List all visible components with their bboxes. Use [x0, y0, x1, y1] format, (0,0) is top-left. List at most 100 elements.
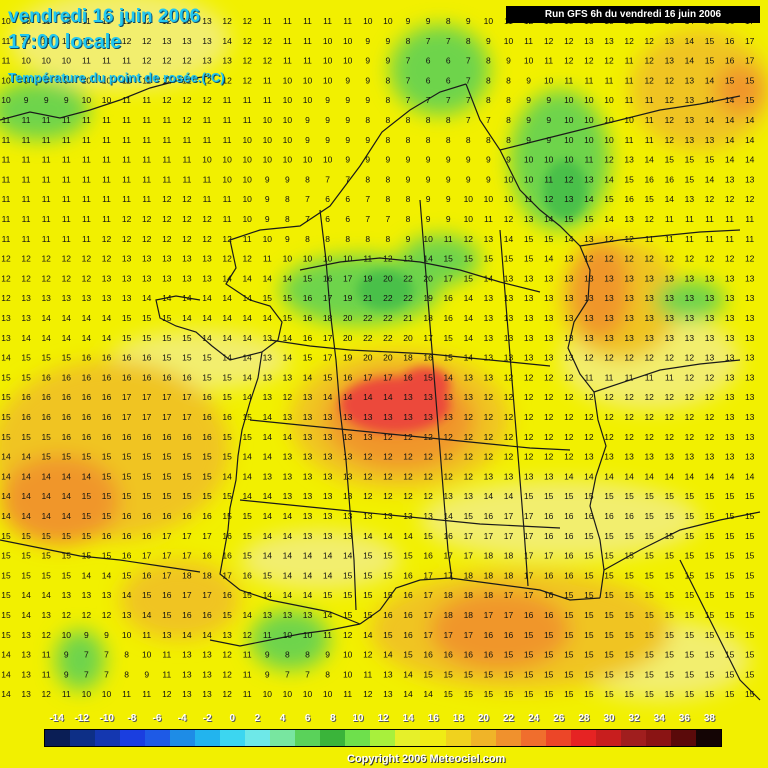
grid-value: 8	[506, 115, 511, 125]
field-pale-s	[240, 530, 400, 590]
grid-value: 16	[564, 531, 574, 541]
grid-value: 13	[283, 491, 293, 501]
grid-value: 13	[524, 471, 534, 481]
grid-value: 13	[62, 590, 72, 600]
grid-value: 12	[544, 392, 554, 402]
grid-value: 15	[624, 590, 634, 600]
field-green-core-de	[543, 160, 587, 220]
grid-value: 13	[705, 273, 715, 283]
grid-value: 16	[484, 630, 494, 640]
grid-value: 14	[745, 115, 755, 125]
grid-value: 11	[82, 194, 91, 204]
grid-value: 13	[383, 511, 393, 521]
grid-value: 15	[685, 669, 695, 679]
grid-value: 16	[82, 412, 92, 422]
grid-value: 11	[544, 56, 553, 66]
grid-value: 6	[345, 214, 350, 224]
grid-value: 10	[122, 630, 132, 640]
grid-value: 12	[162, 234, 172, 244]
grid-value: 14	[303, 372, 313, 382]
grid-value: 8	[386, 115, 391, 125]
grid-value: 17	[484, 531, 494, 541]
grid-value: 13	[725, 432, 735, 442]
grid-value: 15	[1, 412, 11, 422]
grid-value: 15	[303, 353, 313, 363]
grid-value: 13	[21, 313, 31, 323]
grid-value: 17	[745, 36, 755, 46]
grid-value: 15	[725, 551, 735, 561]
grid-value: 15	[584, 610, 594, 620]
grid-value: 8	[305, 174, 310, 184]
legend-tick-label: 28	[578, 713, 590, 724]
grid-value: 13	[283, 412, 293, 422]
grid-value: 13	[182, 36, 192, 46]
grid-value: 14	[1, 650, 11, 660]
grid-value: 12	[403, 471, 413, 481]
grid-value: 11	[263, 75, 272, 85]
grid-value: 7	[365, 194, 370, 204]
grid-value: 12	[21, 273, 31, 283]
grid-value: 11	[142, 174, 151, 184]
grid-value: 17	[544, 551, 554, 561]
grid-value: 16	[403, 630, 413, 640]
grid-value: 12	[524, 432, 534, 442]
grid-value: 13	[705, 333, 715, 343]
grid-value: 16	[102, 392, 112, 402]
grid-value: 10	[283, 155, 293, 165]
grid-value: 12	[624, 234, 634, 244]
grid-value: 14	[283, 570, 293, 580]
grid-value: 16	[122, 531, 132, 541]
grid-value: 13	[504, 313, 514, 323]
grid-value: 15	[464, 511, 474, 521]
grid-value: 16	[202, 610, 212, 620]
grid-value: 15	[524, 689, 534, 699]
grid-value: 15	[745, 531, 755, 541]
grid-value: 14	[685, 36, 695, 46]
grid-value: 12	[745, 254, 755, 264]
grid-value: 16	[624, 194, 634, 204]
grid-value: 15	[564, 214, 574, 224]
grid-value: 14	[62, 333, 72, 343]
grid-value: 13	[705, 353, 715, 363]
grid-value: 13	[443, 392, 453, 402]
field-warm-ne	[630, 30, 768, 150]
grid-value: 13	[263, 392, 273, 402]
grid-value: 13	[705, 293, 715, 303]
grid-value: 14	[62, 491, 72, 501]
grid-value: 17	[162, 392, 172, 402]
grid-value: 15	[564, 610, 574, 620]
grid-value: 9	[325, 95, 330, 105]
grid-value: 10	[21, 56, 31, 66]
grid-value: 12	[1, 254, 11, 264]
grid-value: 12	[122, 234, 132, 244]
grid-value: 13	[564, 313, 574, 323]
grid-value: 14	[343, 551, 353, 561]
grid-value: 12	[564, 432, 574, 442]
grid-value: 15	[725, 650, 735, 660]
grid-value: 16	[343, 372, 353, 382]
grid-value: 15	[303, 273, 313, 283]
grid-value: 9	[526, 135, 531, 145]
grid-value: 13	[323, 491, 333, 501]
color-field	[0, 0, 768, 700]
grid-value: 12	[242, 56, 252, 66]
field-green-core	[357, 270, 413, 310]
field-orange-bay	[0, 455, 120, 545]
grid-value: 13	[102, 293, 112, 303]
grid-value: 15	[484, 669, 494, 679]
grid-value: 13	[524, 353, 534, 363]
grid-value: 17	[122, 392, 132, 402]
grid-value: 8	[386, 75, 391, 85]
grid-value: 8	[305, 234, 310, 244]
grid-value: 15	[82, 511, 92, 521]
grid-value: 11	[303, 56, 312, 66]
grid-value: 8	[124, 650, 129, 660]
grid-value: 12	[685, 432, 695, 442]
grid-value: 16	[403, 372, 413, 382]
grid-value: 16	[443, 293, 453, 303]
grid-value: 13	[584, 452, 594, 462]
grid-value: 11	[102, 16, 111, 26]
grid-value: 8	[466, 36, 471, 46]
grid-value: 15	[403, 650, 413, 660]
grid-value: 22	[403, 273, 413, 283]
